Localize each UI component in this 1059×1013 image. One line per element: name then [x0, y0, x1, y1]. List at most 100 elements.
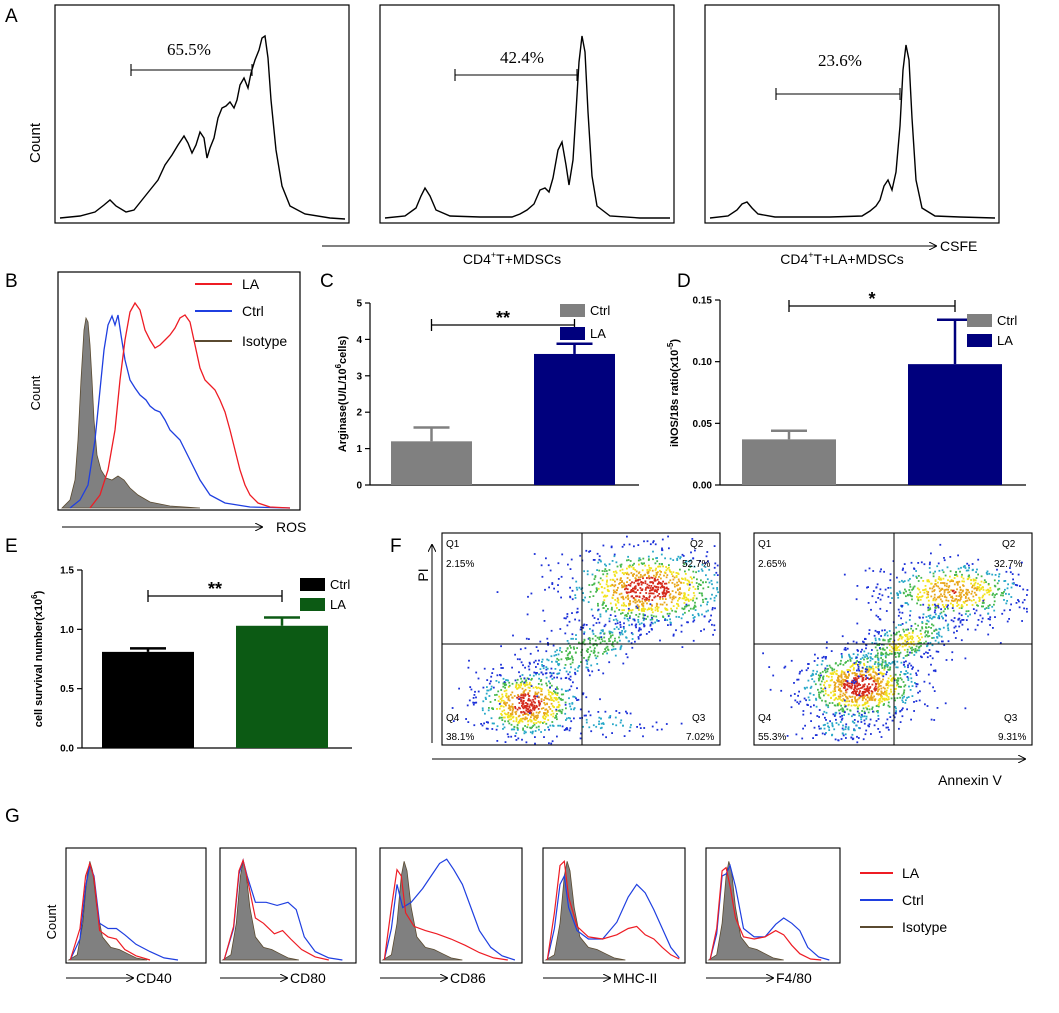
dot-point	[639, 587, 642, 589]
dot-point	[558, 672, 561, 675]
dot-point	[694, 601, 696, 604]
dot-point	[879, 588, 882, 591]
dot-point	[894, 712, 897, 714]
dot-point	[550, 629, 553, 632]
dot-point	[685, 603, 688, 606]
dot-point	[955, 581, 958, 584]
dot-point	[525, 681, 528, 684]
dot-point	[635, 607, 638, 609]
dot-point	[675, 576, 678, 578]
dot-point	[876, 656, 879, 659]
dot-point	[971, 586, 973, 589]
dot-point	[646, 597, 648, 600]
dot-point	[874, 661, 877, 663]
dot-point	[654, 595, 657, 598]
dot-point	[912, 648, 915, 651]
dot-point	[935, 629, 938, 631]
dot-point	[576, 647, 578, 649]
dot-point	[987, 633, 990, 636]
dot-point	[694, 605, 697, 608]
dot-point	[663, 587, 666, 590]
dot-point	[638, 605, 640, 608]
dot-point	[971, 563, 974, 565]
dot-point	[532, 698, 534, 701]
dot-point	[544, 696, 546, 699]
dot-point	[863, 722, 866, 725]
dot-point	[572, 637, 574, 640]
dot-point	[626, 712, 628, 715]
dot-point	[524, 688, 527, 691]
dot-point	[829, 666, 832, 669]
dot-point	[936, 606, 939, 608]
dot-point	[784, 665, 787, 668]
dot-point	[559, 647, 562, 649]
dot-point	[641, 575, 644, 578]
dot-point	[892, 640, 895, 643]
dot-point	[902, 681, 905, 683]
dot-point	[867, 711, 870, 714]
dot-point	[466, 704, 469, 707]
dot-point	[820, 680, 823, 683]
dot-point	[552, 672, 555, 675]
dot-point	[477, 690, 480, 693]
dot-point	[934, 599, 937, 602]
dot-point	[646, 583, 649, 586]
dot-point	[960, 591, 963, 594]
dot-point	[842, 724, 844, 727]
dot-point	[622, 598, 625, 601]
dot-point	[569, 586, 571, 589]
dot-point	[864, 701, 867, 704]
dot-point	[583, 657, 585, 659]
dot-point	[875, 672, 878, 675]
dot-point	[941, 604, 944, 606]
dot-point	[546, 712, 548, 715]
dot-point	[625, 584, 628, 587]
dot-point	[655, 589, 658, 592]
dot-point	[521, 687, 524, 690]
arginase-legend-swatch-ctrl	[560, 304, 585, 317]
dot-point	[852, 691, 854, 693]
dot-point	[839, 663, 842, 666]
dot-point	[950, 602, 952, 605]
dot-point	[535, 686, 537, 688]
csfe-histogram-3	[709, 44, 996, 219]
dot-point	[654, 609, 657, 612]
dot-point	[875, 586, 878, 589]
dot-point	[989, 618, 991, 621]
dot-point	[624, 585, 626, 588]
dot-point	[877, 682, 879, 684]
dot-point	[799, 670, 801, 673]
dot-point	[951, 658, 953, 661]
dot-point	[617, 628, 620, 630]
dot-point	[802, 727, 804, 730]
dot-point	[564, 664, 567, 666]
dot-point	[621, 580, 623, 582]
dot-point	[636, 604, 639, 606]
dot-point	[964, 600, 967, 603]
dot-point	[642, 557, 645, 560]
dot-point	[905, 634, 907, 636]
dot-point	[615, 626, 618, 629]
dot-point	[571, 655, 573, 658]
dot-point	[641, 600, 644, 603]
dot-point	[921, 621, 924, 623]
dot-point	[691, 538, 694, 540]
dot-point	[940, 615, 943, 618]
dot-point	[977, 573, 979, 576]
dot-point	[851, 684, 854, 686]
dot-point	[885, 656, 887, 659]
dot-point	[565, 719, 567, 721]
dot-point	[532, 714, 535, 717]
dot-point	[960, 639, 963, 642]
dot-point	[556, 694, 559, 696]
dot-point	[671, 609, 674, 612]
dot-point	[582, 693, 584, 696]
dot-point	[528, 668, 531, 671]
dot-point	[836, 679, 838, 682]
dot-point	[620, 631, 623, 634]
dot-point	[545, 697, 548, 700]
dot-point	[928, 580, 931, 583]
dot-point	[845, 691, 847, 694]
dot-point	[941, 569, 944, 572]
